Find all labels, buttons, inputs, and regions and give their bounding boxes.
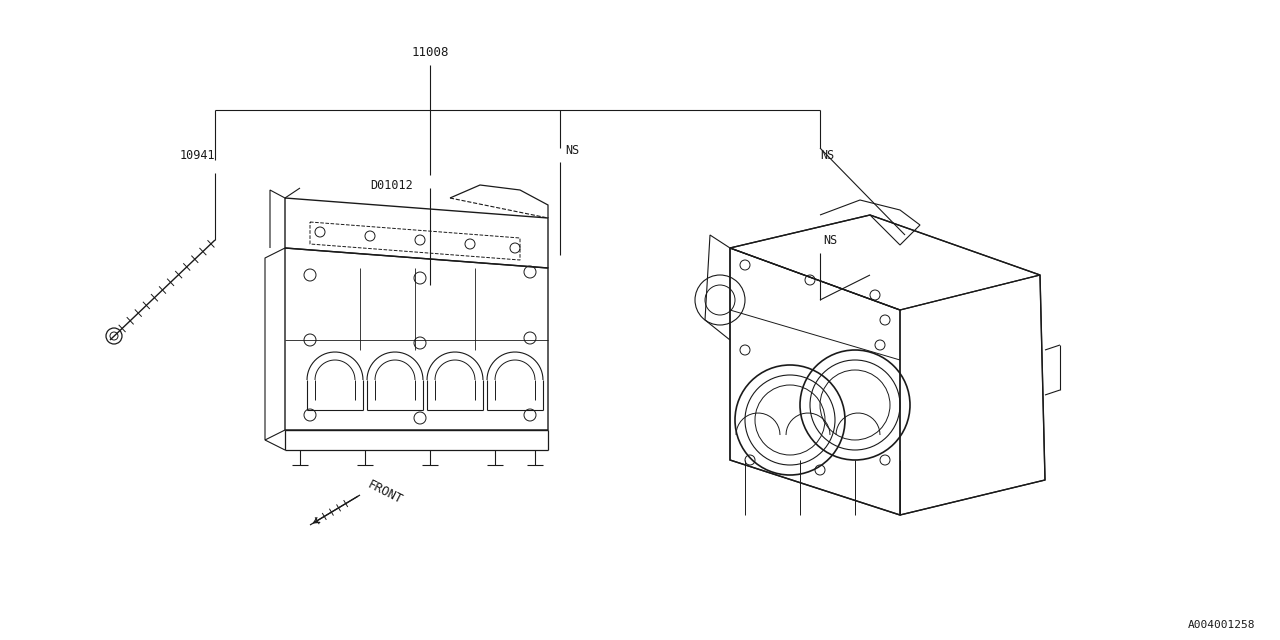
Text: D01012: D01012 bbox=[370, 179, 412, 191]
Text: 11008: 11008 bbox=[411, 45, 449, 58]
Text: 10941: 10941 bbox=[180, 148, 215, 161]
Text: NS: NS bbox=[823, 234, 837, 246]
Text: NS: NS bbox=[820, 148, 835, 161]
Text: FRONT: FRONT bbox=[365, 477, 404, 506]
Text: A004001258: A004001258 bbox=[1188, 620, 1254, 630]
Text: NS: NS bbox=[564, 143, 580, 157]
